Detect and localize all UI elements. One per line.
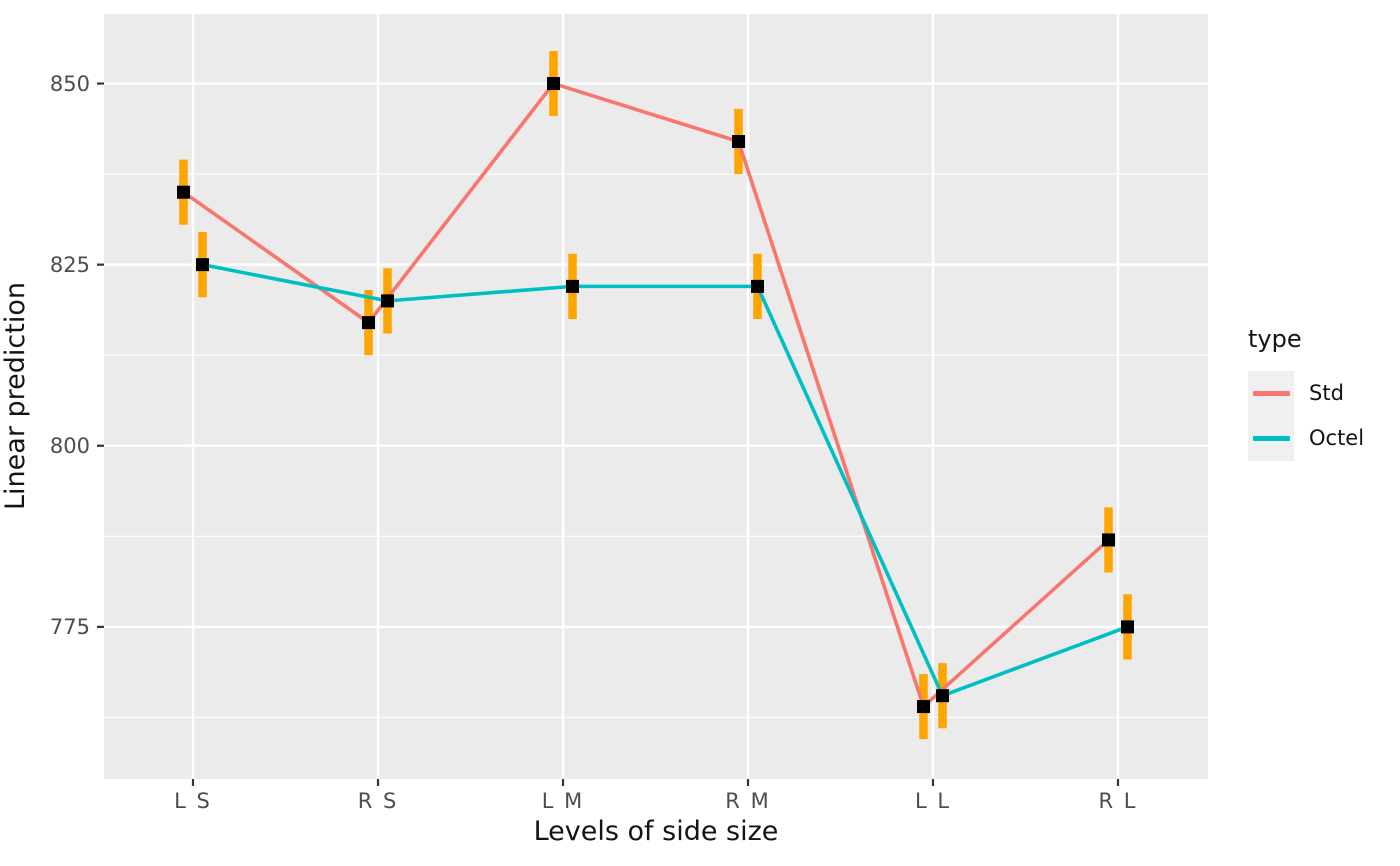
- x-axis-tick-label: R S: [357, 789, 399, 813]
- data-point-std: [917, 700, 930, 714]
- legend-title: type: [1248, 325, 1302, 353]
- x-axis-tick-label: L S: [174, 789, 212, 813]
- data-point-std: [732, 135, 745, 148]
- legend-label-octel: Octel: [1309, 426, 1365, 451]
- data-point-std: [177, 185, 190, 199]
- data-point-octel: [381, 294, 394, 308]
- y-axis-tick-label: 800: [49, 433, 90, 458]
- x-axis-tick-label: R L: [1098, 789, 1138, 813]
- data-point-octel: [1121, 620, 1134, 634]
- legend-entry-std: Std: [1248, 370, 1364, 416]
- legend-key-std: [1248, 370, 1294, 416]
- legend-entry-octel: Octel: [1248, 415, 1365, 461]
- data-point-std: [1102, 533, 1115, 547]
- x-axis-tick-label: R M: [725, 789, 771, 813]
- octel-line-swatch-icon: [1252, 435, 1290, 441]
- series-line-octel: [200, 262, 1130, 698]
- x-axis-tick-label: L L: [914, 789, 952, 813]
- data-point-octel: [751, 279, 764, 293]
- y-axis-tick-label: 825: [49, 252, 90, 277]
- data-point-octel: [196, 258, 209, 272]
- series-line-std: [181, 81, 1111, 709]
- data-point-std: [362, 316, 375, 330]
- plot-panel: [104, 14, 1208, 779]
- x-axis-tick-label: L M: [541, 789, 585, 813]
- legend-key-octel: [1248, 415, 1294, 461]
- y-axis-tick-label: 775: [49, 614, 90, 639]
- data-point-octel: [566, 279, 579, 293]
- data-point-octel: [936, 689, 949, 703]
- x-axis-title: Levels of side size: [533, 816, 779, 847]
- data-point-std: [547, 77, 560, 91]
- legend-label-std: Std: [1309, 381, 1344, 406]
- y-axis-tick-label: 850: [49, 71, 90, 96]
- y-axis-title: Linear prediction: [0, 282, 31, 510]
- std-line-swatch-icon: [1252, 390, 1290, 396]
- legend: type Std Octel: [1248, 325, 1365, 461]
